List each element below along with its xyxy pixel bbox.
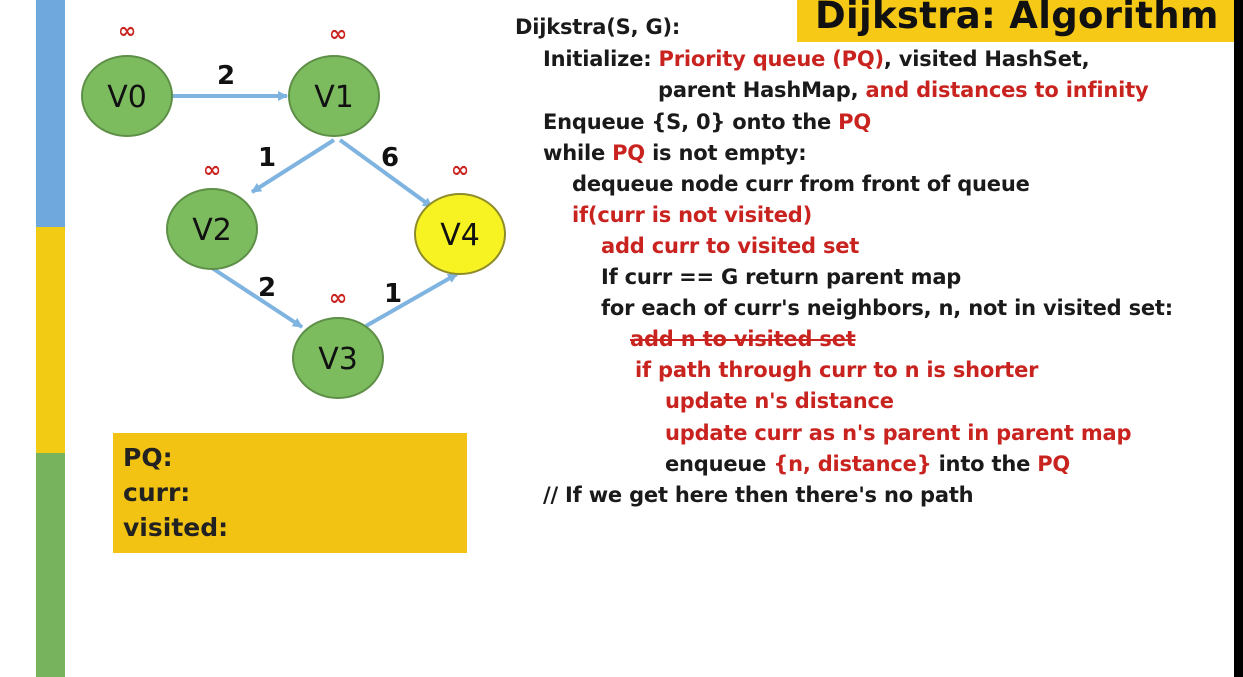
node-v2 [166,188,258,270]
distance-label-v1: ∞ [329,22,347,47]
visited-label: visited: [123,513,229,542]
accent-strip-yellow [36,227,65,453]
code-line-enqueue-neighbor: enqueue {n, distance} into the PQ [665,452,1071,476]
edge-v2-v3 [210,266,304,329]
code-line-update-parent: update curr as n's parent in parent map [665,421,1132,445]
title-bar [797,0,1234,42]
pq-label: PQ: [123,443,173,472]
distance-label-v3: ∞ [329,286,347,311]
code-line-if-shorter: if path through curr to n is shorter [635,358,1039,382]
edge-weight-v0-v1: 2 [217,61,235,91]
code-line-initialize-continued: parent HashMap, and distances to infinit… [658,78,1149,102]
code-line-struck-add-visited: add n to visited set [630,327,856,351]
node-v4 [414,193,506,275]
node-v3 [292,317,384,399]
code-line-return: If curr == G return parent map [601,265,962,289]
code-line-enqueue-start: Enqueue {S, 0} onto the PQ [543,110,872,134]
code-line-signature: Dijkstra(S, G): [515,15,681,39]
node-v1 [288,55,380,137]
distance-label-v2: ∞ [203,158,221,183]
code-line-while: while PQ is not empty: [543,141,807,165]
code-line-dequeue: dequeue node curr from front of queue [572,172,1030,196]
code-line-for-neighbors: for each of curr's neighbors, n, not in … [601,296,1173,320]
edge-v1-v4 [338,138,434,209]
edge-weight-v1-v2: 1 [258,143,276,173]
edge-weight-v1-v4: 6 [381,143,399,173]
node-label-v4: V4 [440,218,480,253]
code-line-initialize: Initialize: Priority queue (PQ), visited… [543,47,1090,71]
edge-v1-v2 [250,138,336,194]
weighted-graph: 2 1 6 2 1 V0 V1 V2 V3 V4 ∞ ∞ ∞ ∞ ∞ [81,19,506,399]
node-label-v3: V3 [318,342,358,377]
node-label-v0: V0 [107,80,147,115]
node-v0 [81,55,173,137]
node-label-v1: V1 [314,80,354,115]
curr-label: curr: [123,478,191,507]
code-line-no-path-comment: // If we get here then there's no path [543,483,974,507]
distance-label-v0: ∞ [118,19,136,44]
algorithm-state-box: PQ: curr: visited: [113,433,467,553]
edge-v3-v4 [365,272,458,328]
accent-strip-green [36,453,65,677]
slide-title: Dijkstra: Algorithm [815,0,1219,37]
edge-weight-v3-v4: 1 [384,279,402,309]
node-label-v2: V2 [192,213,232,248]
code-line-if-not-visited: if(curr is not visited) [572,203,812,227]
code-line-add-visited: add curr to visited set [601,234,860,258]
edge-weight-v2-v3: 2 [258,273,276,303]
accent-strip-blue [36,0,65,227]
code-line-update-distance: update n's distance [665,389,894,413]
distance-label-v4: ∞ [451,158,469,183]
